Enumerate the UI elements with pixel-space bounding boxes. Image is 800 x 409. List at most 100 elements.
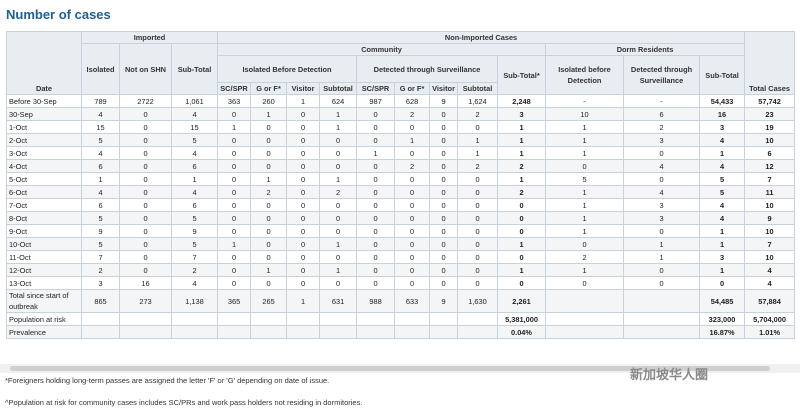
table-cell: 23 xyxy=(744,107,796,121)
table-cell: 2,248 xyxy=(497,94,547,108)
table-cell: 4 xyxy=(744,276,796,290)
table-cell: 0 xyxy=(429,237,459,251)
table-cell: 5 xyxy=(81,133,120,147)
table-cell: 0 xyxy=(429,276,459,290)
header-cell: Non-Imported Cases xyxy=(217,31,746,44)
table-cell: 0 xyxy=(217,198,252,212)
table-cell: 1 xyxy=(319,107,358,121)
table-row: 1-Oct 15 0 15 1 0 0 1 0 0 0 0 1 1 2 3 19 xyxy=(6,120,796,134)
table-cell: 1 xyxy=(250,172,288,186)
header-cell: Community xyxy=(217,43,547,56)
table-cell: 3 xyxy=(497,107,547,121)
table-cell: 0 xyxy=(250,159,288,173)
table-cell: 4 xyxy=(170,185,219,199)
table-cell xyxy=(457,325,499,339)
table-cell: 0 xyxy=(457,224,499,238)
table-cell: 1 xyxy=(623,237,701,251)
table-cell: 0 xyxy=(623,172,701,186)
table-cell: 0 xyxy=(250,146,288,160)
row-label: 2-Oct xyxy=(6,133,82,147)
table-cell: 0 xyxy=(356,224,396,238)
table-cell: 0 xyxy=(429,120,459,134)
table-cell: 3 xyxy=(81,276,120,290)
table-cell: 0 xyxy=(394,263,431,277)
table-row: Before 30-Sep 789 2722 1,061 363 260 1 624 987 62… xyxy=(6,94,796,108)
table-cell: 0 xyxy=(250,250,288,264)
table-cell xyxy=(623,289,701,313)
table-cell: 0 xyxy=(286,224,321,238)
table-row: 13-Oct 3 16 4 0 0 0 0 0 0 0 0 0 0 0 0 4 xyxy=(6,276,796,290)
table-cell: 0 xyxy=(119,224,172,238)
table-cell: 0 xyxy=(394,224,431,238)
table-cell: 0 xyxy=(319,211,358,225)
table-cell: 0 xyxy=(429,146,459,160)
table-cell: 6 xyxy=(744,146,796,160)
table-cell: 0 xyxy=(429,185,459,199)
table-cell: 7 xyxy=(81,250,120,264)
table-cell: 0 xyxy=(429,159,459,173)
table-cell: 0 xyxy=(394,120,431,134)
table-cell: 4 xyxy=(744,263,796,277)
scroll-thumb[interactable] xyxy=(10,366,770,371)
table-cell: 0 xyxy=(457,198,499,212)
table-cell: 0 xyxy=(119,263,172,277)
table-cell: 2 xyxy=(81,263,120,277)
table-cell xyxy=(170,312,219,326)
table-cell: 1 xyxy=(497,146,547,160)
table-cell: 0 xyxy=(356,211,396,225)
table-cell: 9 xyxy=(429,94,459,108)
table-cell: 0 xyxy=(319,133,358,147)
table-cell: 1 xyxy=(497,237,547,251)
table-cell: 0 xyxy=(356,172,396,186)
table-cell: 1 xyxy=(250,263,288,277)
footnote: ^Population at risk for community cases … xyxy=(5,398,363,407)
table-cell xyxy=(394,312,431,326)
table-cell: 0 xyxy=(497,250,547,264)
table-cell: 3 xyxy=(623,133,701,147)
table-cell: 323,000 xyxy=(699,312,746,326)
table-cell: 0 xyxy=(545,276,625,290)
table-cell: 2 xyxy=(394,107,431,121)
table-cell xyxy=(119,325,172,339)
table-cell: 0 xyxy=(457,250,499,264)
table-cell xyxy=(356,312,396,326)
table-cell: 0 xyxy=(623,263,701,277)
table-cell xyxy=(319,312,358,326)
table-cell: 0 xyxy=(217,185,252,199)
table-cell: 0 xyxy=(250,211,288,225)
table-cell: 10 xyxy=(744,224,796,238)
table-cell: 0 xyxy=(119,172,172,186)
table-cell: 0 xyxy=(217,276,252,290)
table-cell: 0 xyxy=(457,276,499,290)
table-cell: 16 xyxy=(119,276,172,290)
table-cell: 1 xyxy=(699,146,746,160)
table-cell: 2 xyxy=(319,185,358,199)
table-cell: 15 xyxy=(81,120,120,134)
table-cell xyxy=(545,312,625,326)
table-cell: 1 xyxy=(545,120,625,134)
table-cell: 0 xyxy=(286,159,321,173)
table-cell: 988 xyxy=(356,289,396,313)
title: Number of cases xyxy=(6,7,111,22)
row-label: 9-Oct xyxy=(6,224,82,238)
table-cell: 7 xyxy=(744,172,796,186)
table-cell: 16 xyxy=(699,107,746,121)
table-cell: 6 xyxy=(170,198,219,212)
table-cell: 273 xyxy=(119,289,172,313)
table-cell: 0 xyxy=(457,211,499,225)
scrollbar[interactable] xyxy=(0,364,800,373)
table-cell: 1 xyxy=(497,120,547,134)
row-label: 11-Oct xyxy=(6,250,82,264)
table-cell: 0 xyxy=(286,146,321,160)
table-cell: 1 xyxy=(497,172,547,186)
table-cell: 4 xyxy=(699,159,746,173)
table-cell: 4 xyxy=(699,198,746,212)
header-cell: Sub-Total xyxy=(699,55,746,95)
row-label: 13-Oct xyxy=(6,276,82,290)
header-cell: Visitor xyxy=(429,82,459,95)
table-cell: 0 xyxy=(250,198,288,212)
table-cell: 0 xyxy=(394,276,431,290)
table-cell: 5 xyxy=(699,172,746,186)
table-cell: 0 xyxy=(319,276,358,290)
